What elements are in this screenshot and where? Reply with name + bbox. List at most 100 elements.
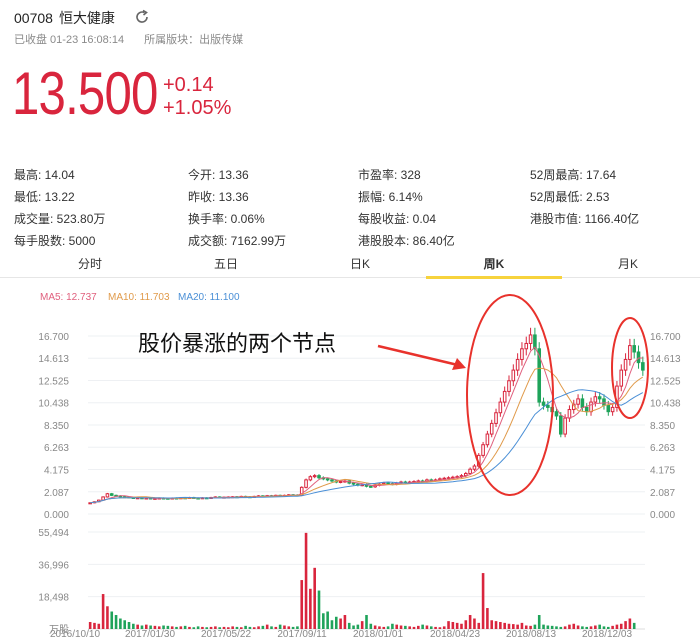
- volume-bar: [624, 621, 627, 629]
- y-tick-left: 10.438: [38, 399, 69, 410]
- candle-body: [485, 433, 490, 446]
- annotation-arrow: [377, 344, 463, 368]
- candle-body: [636, 351, 641, 364]
- change-percent: +1.05%: [163, 97, 232, 119]
- stat-label: 港股市值:: [530, 212, 582, 226]
- candle-body: [619, 369, 624, 387]
- volume-bar: [581, 626, 584, 629]
- candle-body: [541, 401, 546, 406]
- volume-bar: [222, 626, 226, 629]
- current-price: 13.500: [12, 60, 158, 127]
- candle-body: [623, 358, 628, 371]
- volume-bar: [106, 606, 109, 629]
- volume-bar: [537, 615, 541, 629]
- volume-bar: [162, 625, 165, 629]
- x-tick-label: 2016/10/10: [50, 629, 100, 640]
- volume-bar: [572, 623, 576, 629]
- volume-bar: [451, 622, 455, 629]
- candle-body: [567, 409, 572, 419]
- tab-0[interactable]: 分时: [77, 257, 102, 271]
- stat-item: 港股市值: 1166.40亿: [530, 210, 639, 227]
- candle-body: [88, 502, 92, 505]
- stat-item: 港股股本: 86.40亿: [358, 232, 455, 249]
- candle-body: [308, 476, 313, 481]
- volume-bar: [412, 626, 416, 629]
- volume-bar: [546, 625, 550, 629]
- stat-item: 换手率: 0.06%: [188, 210, 265, 227]
- candle-body: [524, 342, 529, 350]
- annotation-text: 股价暴涨的两个节点: [138, 332, 336, 357]
- stat-value: 0.06%: [227, 212, 265, 226]
- candle-body: [559, 415, 563, 435]
- volume-bar: [304, 532, 308, 629]
- vol-unit: 万股: [49, 624, 69, 636]
- stock-title: 00708 恒大健康: [14, 8, 115, 28]
- stat-value: 2.53: [582, 190, 610, 204]
- tab-4[interactable]: 月K: [617, 257, 638, 271]
- candle-body: [498, 401, 503, 414]
- volume-bar: [442, 626, 446, 629]
- stat-label: 换手率:: [188, 212, 228, 226]
- volume-bar: [494, 621, 498, 629]
- vol-tick: 36,996: [38, 560, 69, 571]
- volume-bar: [360, 621, 364, 629]
- stat-label: 最低:: [14, 190, 42, 204]
- stat-item: 成交额: 7162.99万: [188, 232, 286, 249]
- y-tick-left: 6.263: [44, 443, 69, 454]
- stat-label: 成交额:: [188, 234, 228, 248]
- volume-bar: [568, 624, 571, 629]
- tab-3[interactable]: 周K: [426, 252, 562, 279]
- candle-body: [494, 412, 498, 424]
- volume-bar: [97, 623, 101, 629]
- y-tick-left: 12.525: [38, 377, 69, 388]
- volume-bar: [209, 626, 213, 629]
- volume-bar: [473, 618, 476, 629]
- candle-body: [580, 398, 585, 408]
- stock-code: 00708: [14, 10, 53, 26]
- volume-bar: [283, 625, 286, 629]
- stat-value: 14.04: [41, 168, 75, 182]
- chart-tabs: 分时 五日 日K 周K 月K: [0, 252, 700, 279]
- stat-label: 最高:: [14, 168, 42, 182]
- vol-tick: 18,498: [38, 593, 69, 604]
- volume-bar: [404, 625, 407, 629]
- candle-body: [554, 411, 559, 417]
- highlight-circle: [466, 294, 554, 496]
- candle-body: [602, 398, 606, 406]
- volume-bar: [399, 625, 403, 629]
- stat-label: 昨收:: [188, 190, 216, 204]
- stat-item: 成交量: 523.80万: [14, 210, 105, 227]
- volume-bar: [93, 622, 96, 629]
- candle-body: [386, 482, 390, 485]
- tab-2[interactable]: 日K: [349, 257, 370, 271]
- volume-bar: [542, 624, 545, 629]
- status-text: 已收盘 01-23 16:08:14: [14, 34, 125, 46]
- volume-bar: [248, 626, 252, 629]
- candle-body: [338, 480, 343, 483]
- change-value: +0.14: [163, 74, 214, 96]
- volume-bar: [486, 608, 489, 629]
- candle-body: [304, 479, 308, 488]
- volume-bar: [615, 624, 619, 629]
- volume-bar: [261, 625, 265, 629]
- stat-label: 港股股本:: [358, 234, 410, 248]
- volume-bar: [438, 627, 442, 629]
- volume-bar: [244, 625, 247, 629]
- volume-bar: [499, 622, 502, 629]
- candle-body: [325, 478, 330, 481]
- volume-bar: [231, 626, 234, 629]
- refresh-icon[interactable]: [134, 9, 150, 25]
- stat-item: 昨收: 13.36: [188, 188, 249, 205]
- volume-bar: [296, 626, 299, 629]
- candle-body: [632, 345, 637, 353]
- volume-bar: [503, 622, 506, 629]
- volume-bar: [594, 625, 597, 629]
- volume-bar: [265, 624, 269, 629]
- x-tick-label: 2018/01/01: [353, 629, 403, 640]
- volume-bar: [287, 626, 291, 629]
- volume-bar: [559, 626, 563, 629]
- ma-label: MA20: 11.100: [178, 292, 240, 303]
- tab-1[interactable]: 五日: [213, 257, 238, 271]
- highlight-circle: [611, 317, 649, 419]
